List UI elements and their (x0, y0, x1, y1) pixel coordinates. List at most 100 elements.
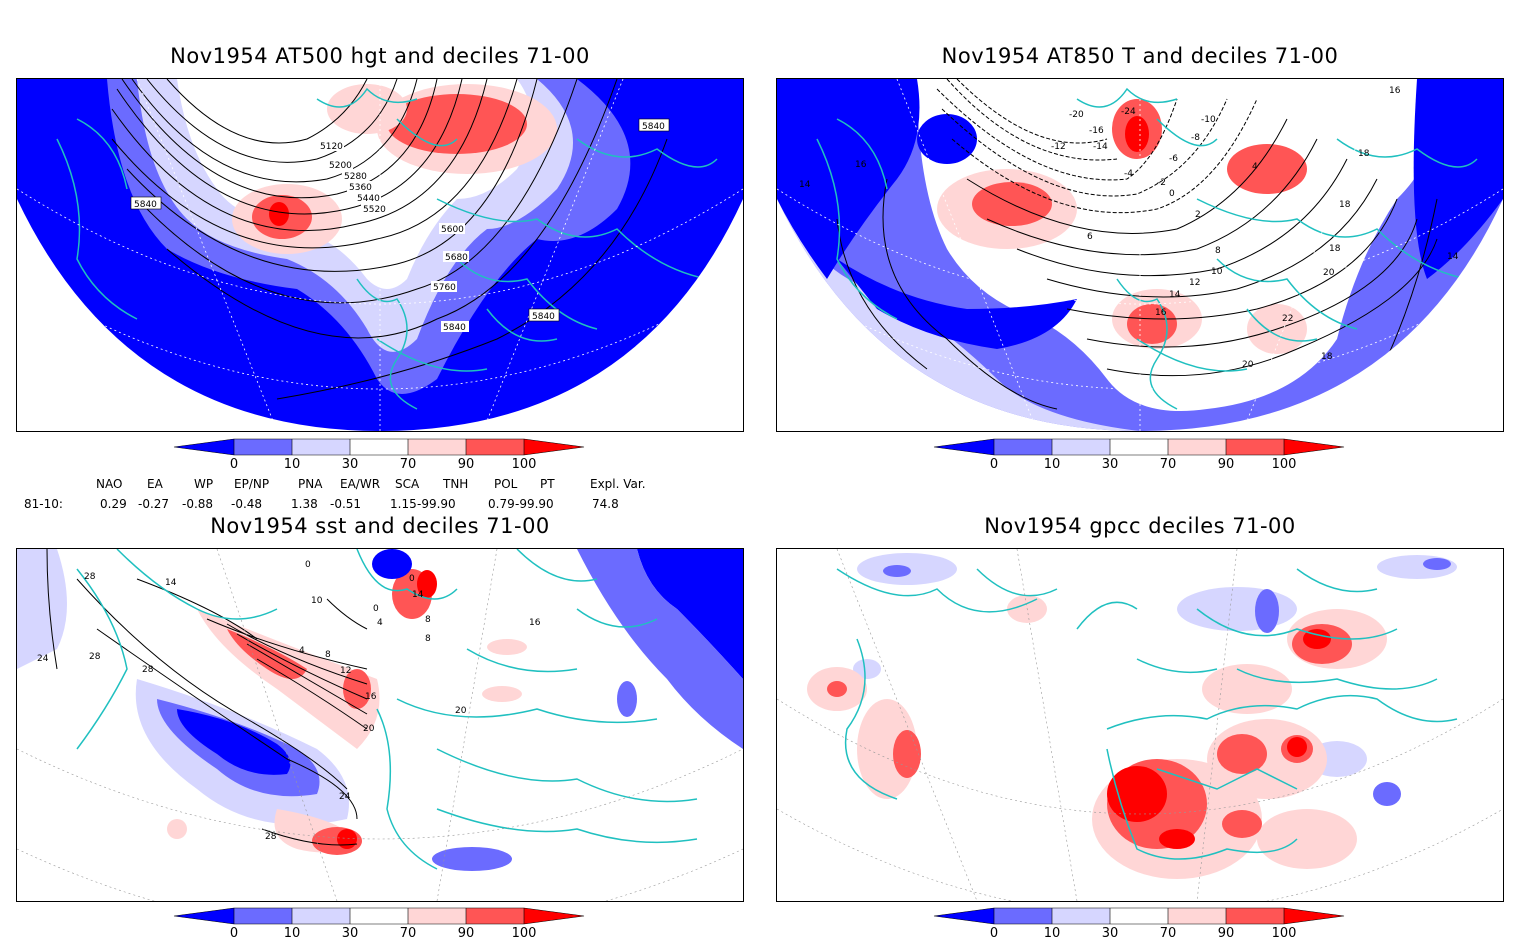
colorbar-swatch (524, 908, 584, 924)
svg-text:24: 24 (37, 654, 49, 664)
panel-title-t850: Nov1954 AT850 T and deciles 71-00 (941, 44, 1339, 68)
colorbar-tick: 0 (230, 457, 238, 472)
svg-text:24: 24 (339, 792, 351, 802)
svg-text:10: 10 (1211, 267, 1223, 277)
colorbar-swatch (934, 908, 994, 924)
contour-label: 18 (1329, 244, 1341, 254)
contour-label: 28 (84, 572, 96, 582)
colorbar-swatch (994, 908, 1052, 924)
index-value: -0.27 (138, 497, 170, 511)
svg-text:8: 8 (1215, 246, 1221, 256)
svg-text:-2: -2 (1157, 178, 1166, 188)
colorbar-tick: 100 (1272, 926, 1297, 940)
svg-text:5520: 5520 (363, 205, 386, 215)
svg-text:8: 8 (425, 615, 431, 625)
index-header: EP/NP (234, 477, 270, 491)
contour-label: 18 (1321, 352, 1333, 362)
index-header: PNA (298, 477, 323, 491)
colorbar-tick: 0 (990, 457, 998, 472)
svg-text:-8: -8 (1191, 133, 1200, 143)
svg-text:5840: 5840 (532, 312, 555, 322)
svg-text:0: 0 (305, 560, 311, 570)
contour-label: 4 (377, 618, 383, 628)
svg-text:5760: 5760 (433, 283, 456, 293)
contour-label: 14 (1169, 290, 1181, 300)
contour-label: 4 (299, 646, 305, 656)
index-value: -99.90 (417, 497, 456, 511)
contour-label: 18 (1358, 149, 1370, 159)
svg-text:5200: 5200 (329, 161, 352, 171)
index-value: 0.79 (488, 497, 515, 511)
svg-text:-10: -10 (1201, 115, 1216, 125)
contour-label: 8 (1215, 246, 1221, 256)
colorbar-swatch (234, 908, 292, 924)
index-value: -99.90 (515, 497, 554, 511)
map-gpcc (776, 548, 1504, 902)
contour-label: 5840 (130, 196, 162, 210)
contour-label: 8 (325, 650, 331, 660)
index-header: WP (194, 477, 214, 491)
contour-label: 22 (1282, 314, 1293, 324)
contour-label: 16 (1389, 86, 1401, 96)
colorbar-swatch (1284, 439, 1344, 455)
colorbar-swatch (292, 439, 350, 455)
colorbar-swatch (1052, 439, 1110, 455)
svg-text:5840: 5840 (443, 323, 466, 333)
svg-text:14: 14 (412, 590, 424, 600)
contour-label: -12 (1051, 142, 1066, 152)
index-header: NAO (96, 477, 123, 491)
index-header: EA/WR (340, 477, 381, 491)
svg-text:5120: 5120 (320, 142, 343, 152)
contour-label: 5520 (361, 203, 387, 215)
svg-text:16: 16 (1155, 308, 1167, 318)
colorbar-gpcc: 0 10 30 70 90 100 (933, 907, 1345, 940)
colorbar-swatch (350, 439, 408, 455)
colorbar-swatch (1110, 439, 1168, 455)
svg-text:20: 20 (455, 706, 467, 716)
svg-text:6: 6 (1087, 232, 1093, 242)
svg-text:16: 16 (365, 692, 377, 702)
svg-text:12: 12 (340, 666, 351, 676)
contour-label: 14 (799, 180, 811, 190)
contour-label: 5440 (355, 192, 381, 204)
contour-label: 4 (1252, 162, 1258, 172)
svg-text:4: 4 (377, 618, 383, 628)
colorbar-hgt500: 0 10 30 70 90 100 (173, 438, 585, 472)
contour-label: 24 (37, 654, 49, 664)
svg-text:14: 14 (1447, 252, 1459, 262)
svg-text:16: 16 (529, 618, 541, 628)
svg-text:-20: -20 (1069, 110, 1084, 120)
colorbar-swatch (174, 439, 234, 455)
svg-text:18: 18 (1339, 200, 1351, 210)
svg-text:8: 8 (325, 650, 331, 660)
svg-text:12: 12 (1189, 278, 1200, 288)
contour-label: 5840 (638, 118, 670, 132)
contour-label: 8 (425, 615, 431, 625)
contour-label: 10 (1211, 267, 1223, 277)
contour-label: 5840 (528, 308, 560, 322)
svg-text:-14: -14 (1093, 142, 1108, 152)
contour-label: 0 (373, 604, 379, 614)
svg-text:18: 18 (1329, 244, 1341, 254)
contour-label: 24 (339, 792, 351, 802)
svg-text:20: 20 (363, 724, 375, 734)
contour-label: 28 (265, 832, 277, 842)
colorbar-tick: 90 (458, 457, 475, 472)
contour-label: -4 (1124, 169, 1133, 179)
contour-label: 28 (142, 665, 154, 675)
index-value: -0.51 (330, 497, 362, 511)
svg-text:4: 4 (299, 646, 305, 656)
svg-text:28: 28 (89, 652, 101, 662)
svg-text:22: 22 (1282, 314, 1293, 324)
contour-label: 12 (340, 666, 351, 676)
index-header: Expl. Var. (590, 477, 646, 491)
svg-text:8: 8 (425, 634, 431, 644)
colorbar-swatch (408, 439, 466, 455)
panel-title-sst: Nov1954 sst and deciles 71-00 (210, 514, 550, 538)
contour-label: 5120 (318, 140, 344, 152)
svg-text:14: 14 (1169, 290, 1181, 300)
svg-text:2: 2 (1195, 210, 1201, 220)
index-header: EA (147, 477, 163, 491)
panel-title-hgt500: Nov1954 AT500 hgt and deciles 71-00 (170, 44, 590, 68)
colorbar-tick: 90 (1218, 926, 1235, 940)
